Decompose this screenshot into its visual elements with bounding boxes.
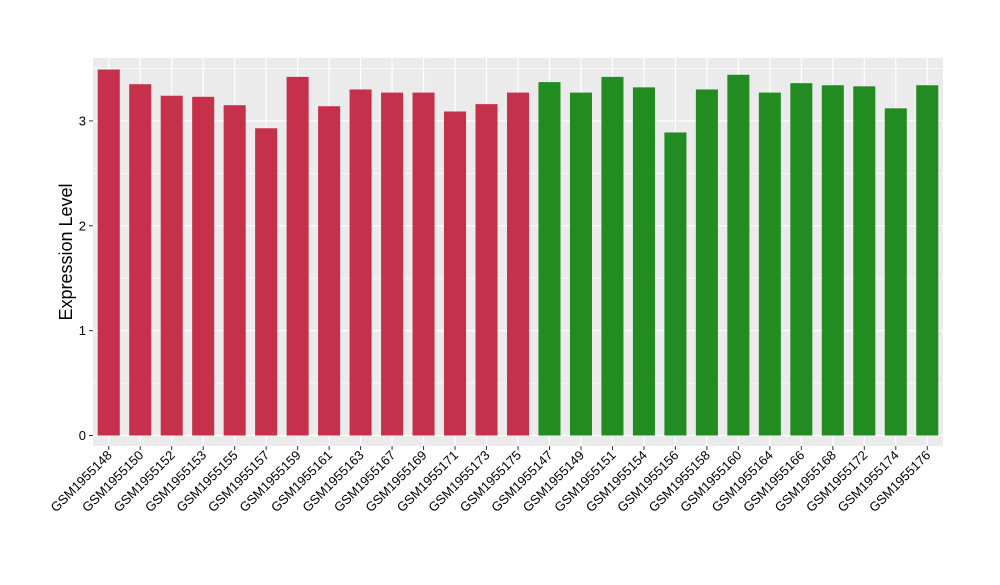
bar-GSM1955172 xyxy=(853,86,876,436)
bar-GSM1955169 xyxy=(412,92,435,436)
bar-GSM1955168 xyxy=(821,85,844,436)
bar-GSM1955166 xyxy=(790,83,813,436)
bar-GSM1955158 xyxy=(695,89,718,436)
bar-GSM1955153 xyxy=(192,96,215,436)
bar-GSM1955148 xyxy=(97,69,120,436)
bar-GSM1955149 xyxy=(569,92,592,436)
bar-GSM1955147 xyxy=(538,82,561,436)
bar-GSM1955150 xyxy=(129,84,152,436)
bar-GSM1955152 xyxy=(160,95,183,436)
bar-GSM1955176 xyxy=(916,85,939,436)
bar-GSM1955173 xyxy=(475,104,498,436)
y-axis-label: Expression Level xyxy=(56,183,76,320)
bar-GSM1955164 xyxy=(758,92,781,436)
y-tick-label: 1 xyxy=(79,323,86,338)
bar-GSM1955151 xyxy=(601,76,624,436)
y-tick-label: 3 xyxy=(79,113,86,128)
bar-GSM1955155 xyxy=(223,105,246,436)
y-tick-label: 2 xyxy=(79,218,86,233)
bar-GSM1955175 xyxy=(506,92,530,436)
y-tick-label: 0 xyxy=(79,428,86,443)
y-axis: 0 1 2 3 xyxy=(79,113,93,443)
x-axis: GSM1955148GSM1955150GSM1955152GSM1955153… xyxy=(48,446,933,515)
bar-GSM1955154 xyxy=(632,87,655,436)
bar-GSM1955161 xyxy=(318,106,341,436)
bar-GSM1955159 xyxy=(286,76,309,436)
bar-GSM1955171 xyxy=(444,111,467,436)
bar-GSM1955174 xyxy=(884,108,907,436)
bars xyxy=(97,69,939,436)
bar-GSM1955163 xyxy=(349,89,372,436)
bar-GSM1955160 xyxy=(727,74,750,436)
bar-GSM1955157 xyxy=(255,128,278,436)
bar-GSM1955167 xyxy=(381,92,404,436)
bar-GSM1955156 xyxy=(664,132,687,436)
